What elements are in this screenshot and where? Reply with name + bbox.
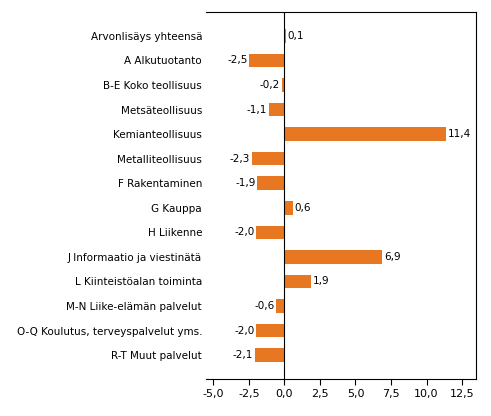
Bar [269, 103, 284, 116]
Bar [256, 225, 284, 239]
Bar [284, 250, 382, 264]
Text: 0,6: 0,6 [294, 203, 311, 213]
Bar [284, 127, 446, 141]
Bar [284, 275, 311, 288]
Text: 1,9: 1,9 [313, 277, 329, 287]
Text: -2,0: -2,0 [234, 326, 254, 336]
Text: -2,0: -2,0 [234, 228, 254, 238]
Bar [284, 29, 286, 42]
Text: 6,9: 6,9 [384, 252, 401, 262]
Text: 0,1: 0,1 [287, 31, 304, 41]
Text: -1,1: -1,1 [247, 104, 267, 114]
Bar [257, 176, 284, 190]
Text: -2,5: -2,5 [227, 55, 247, 65]
Text: -1,9: -1,9 [236, 178, 256, 188]
Text: -2,1: -2,1 [233, 350, 253, 360]
Bar [281, 78, 284, 92]
Text: -2,3: -2,3 [230, 154, 250, 163]
Bar [256, 324, 284, 337]
Bar [284, 201, 293, 215]
Text: -0,6: -0,6 [254, 301, 274, 311]
Bar [276, 299, 284, 313]
Bar [254, 349, 284, 362]
Bar [249, 54, 284, 67]
Bar [252, 152, 284, 166]
Text: -0,2: -0,2 [260, 80, 280, 90]
Text: 11,4: 11,4 [448, 129, 471, 139]
